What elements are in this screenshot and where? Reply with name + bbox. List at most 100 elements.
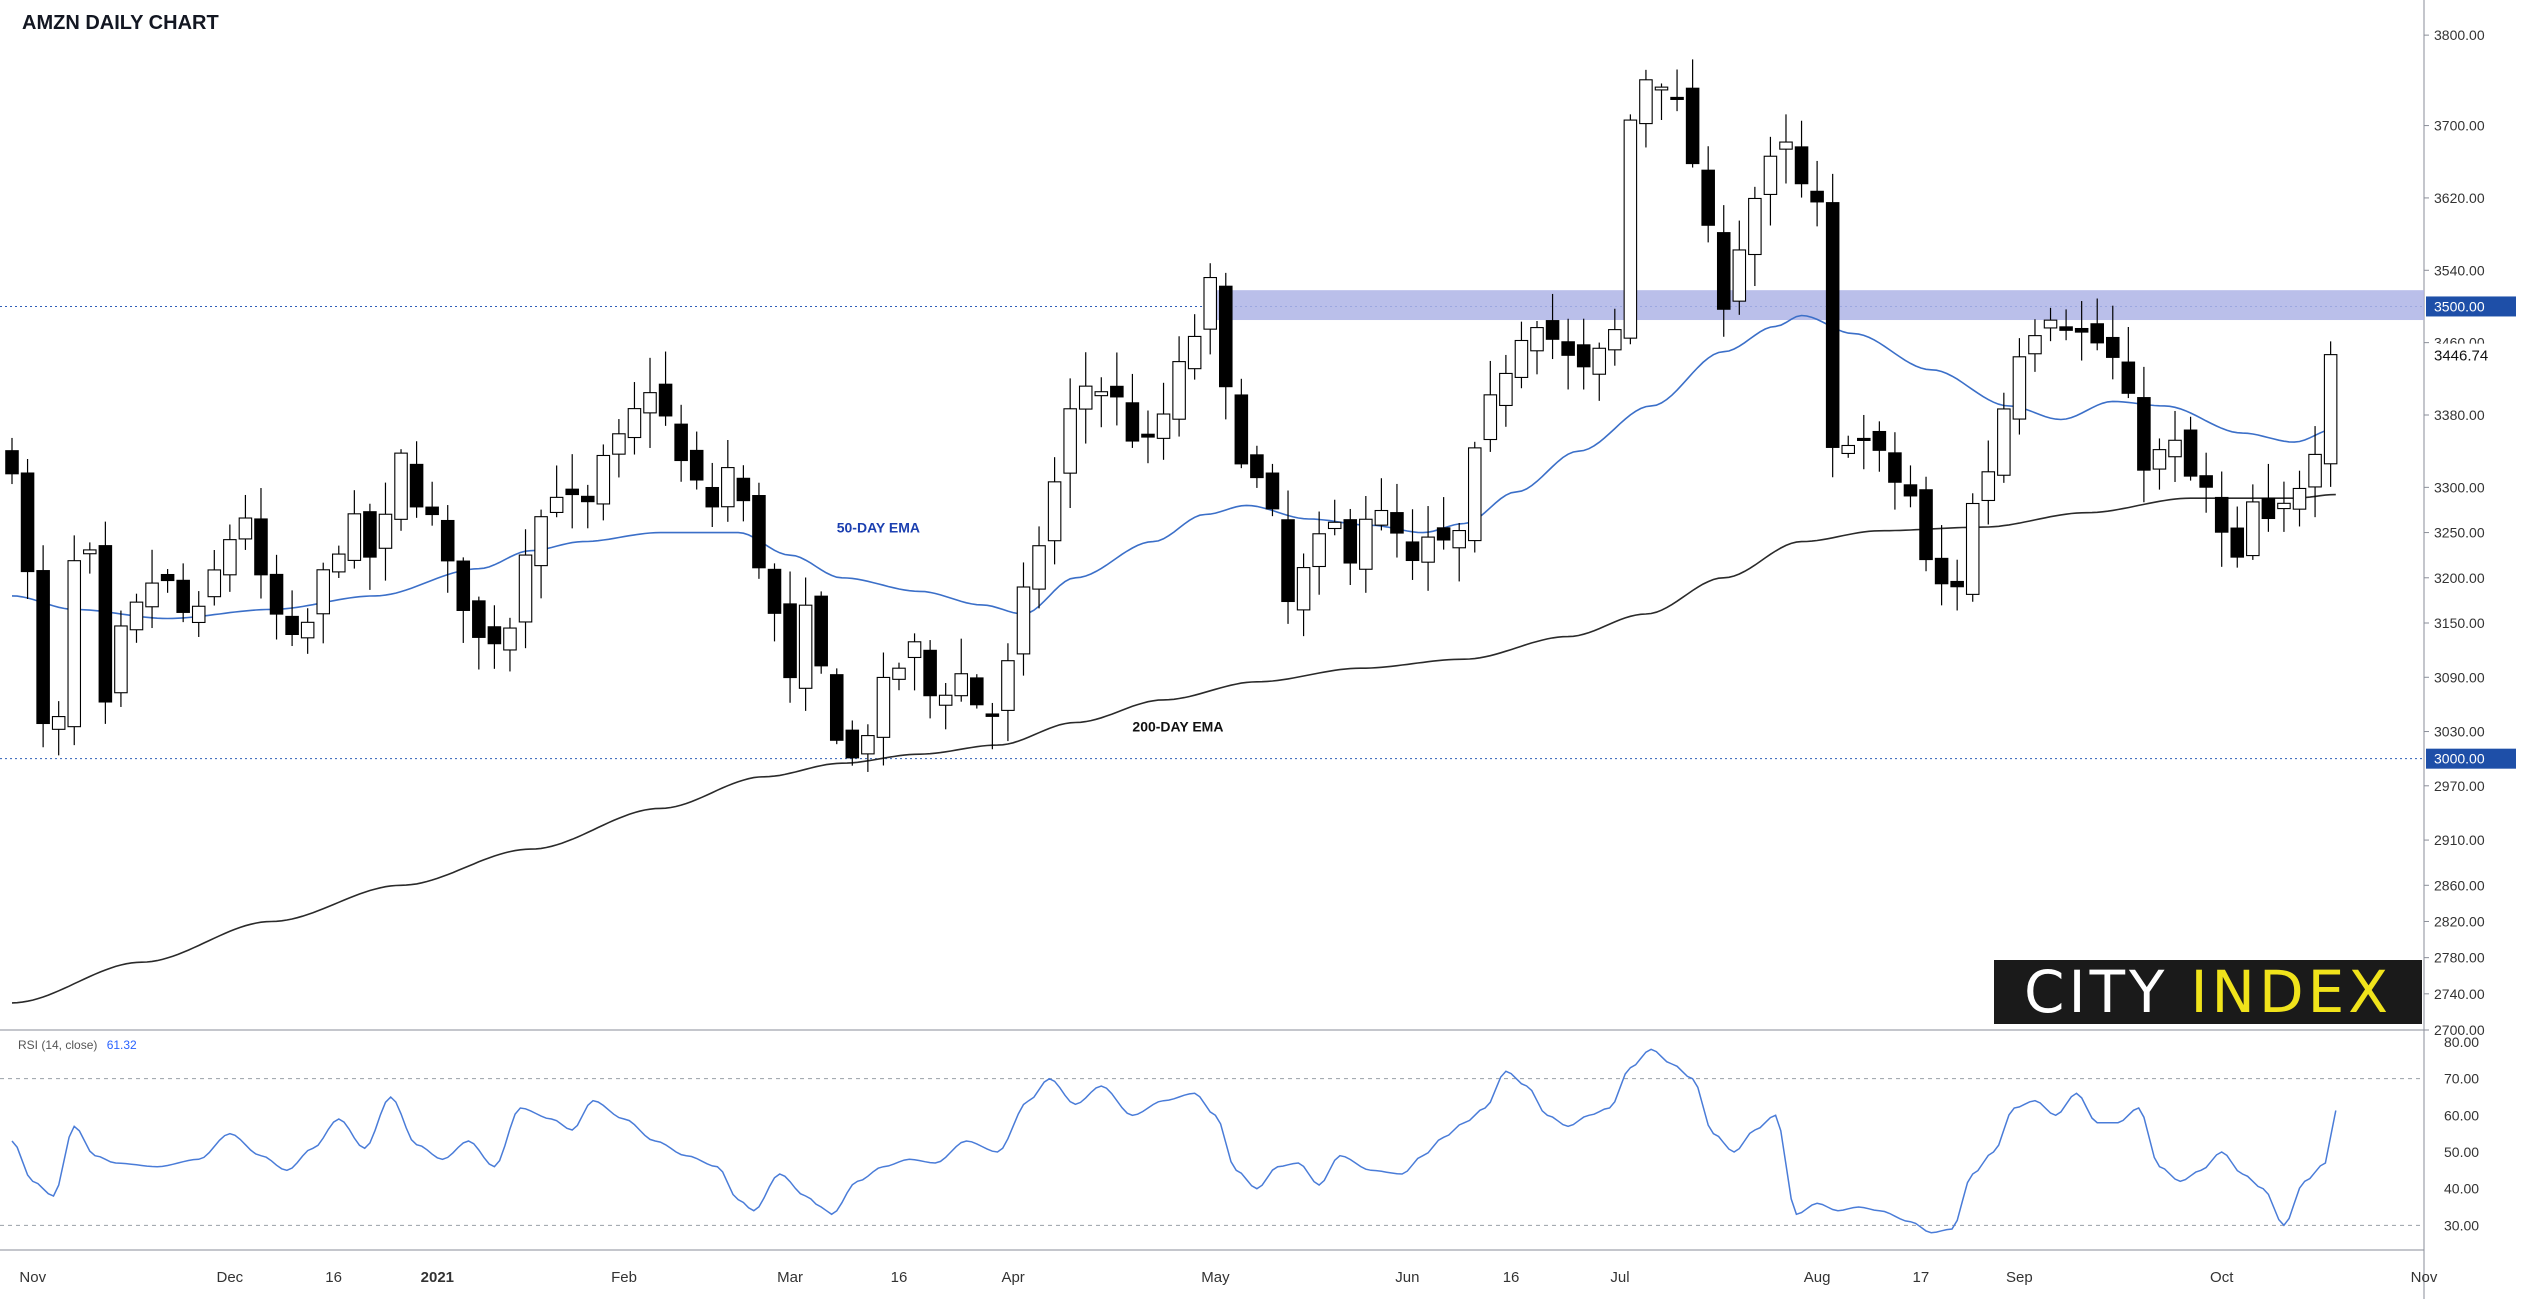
candle — [970, 674, 984, 709]
candle — [907, 633, 922, 691]
candle-body — [892, 667, 906, 680]
logo-word-city: CITY — [2023, 958, 2169, 1026]
candle-body — [2246, 501, 2260, 557]
candle — [5, 437, 19, 485]
candle-body — [1639, 79, 1653, 125]
candle-body — [845, 729, 860, 759]
time-tick-label: 2021 — [421, 1269, 454, 1286]
candle-body — [829, 674, 844, 741]
candle-body — [783, 603, 797, 679]
candle — [1374, 478, 1389, 531]
candle-body — [580, 495, 595, 503]
rsi-legend: RSI (14, close) 61.32 — [18, 1038, 137, 1052]
candle-body — [2261, 497, 2276, 520]
price-tick-label: 3540.00 — [2434, 262, 2485, 278]
candle-body — [1063, 408, 1077, 474]
candle — [938, 683, 953, 730]
candle — [549, 465, 564, 518]
candle — [2152, 438, 2167, 490]
candle-body — [1934, 557, 1949, 585]
candle — [1250, 445, 1264, 488]
candle — [689, 431, 704, 490]
candle-body — [1141, 433, 1155, 438]
candle — [1701, 146, 1715, 243]
candle-body — [1125, 402, 1140, 442]
candle-body — [207, 569, 222, 598]
candle-body — [332, 553, 346, 573]
candle — [1421, 506, 1435, 591]
time-tick-label: Sep — [2006, 1269, 2033, 1286]
candle — [456, 557, 471, 643]
time-tick-label: Feb — [611, 1269, 637, 1286]
candle — [2074, 301, 2089, 361]
candle-body — [1172, 361, 1186, 420]
candle-body — [2323, 354, 2338, 465]
candle-body — [767, 568, 782, 614]
candle — [440, 505, 455, 593]
candle — [829, 668, 844, 745]
candle — [472, 596, 486, 670]
time-tick-label: 16 — [1503, 1269, 1520, 1286]
candle-body — [269, 573, 284, 615]
candle — [1685, 59, 1700, 168]
level-badge-3000 — [2426, 748, 2516, 769]
candle — [814, 591, 828, 674]
candle — [1110, 352, 1124, 426]
candle-body — [1094, 391, 1109, 397]
price-tick-label: 2700.00 — [2434, 1022, 2485, 1038]
candle — [2183, 416, 2198, 481]
candle — [2214, 471, 2229, 567]
candle-body — [1514, 339, 1529, 378]
candle-body — [658, 383, 673, 417]
candle-body — [1001, 660, 1015, 711]
candle — [1343, 508, 1358, 586]
candle — [783, 571, 797, 703]
candle — [1732, 220, 1747, 315]
candle — [207, 550, 222, 606]
candle — [1965, 493, 1980, 602]
price-tick-label: 3250.00 — [2434, 525, 2485, 541]
candle-body — [1701, 169, 1715, 226]
candle-body — [798, 604, 813, 689]
candle — [1779, 114, 1793, 184]
candle-body — [191, 605, 206, 624]
candle-body — [1561, 341, 1575, 356]
candle — [1763, 136, 1778, 226]
candle-body — [1810, 190, 1824, 203]
candle — [223, 524, 237, 592]
candle — [409, 441, 424, 518]
candle — [767, 563, 782, 642]
candle — [721, 440, 735, 522]
candle — [363, 503, 377, 590]
candle — [2105, 305, 2120, 380]
candle-body — [907, 641, 922, 659]
candle-body — [1685, 87, 1700, 165]
candle-body — [254, 518, 268, 576]
candle — [1467, 441, 1482, 553]
candle-body — [2137, 397, 2151, 471]
time-tick-label: May — [1201, 1269, 1230, 1286]
candle — [1063, 378, 1077, 509]
candle — [2168, 410, 2182, 482]
candle — [1934, 525, 1949, 606]
candle — [627, 382, 642, 455]
candle-body — [612, 433, 626, 455]
candle — [1639, 69, 1653, 148]
candle — [1296, 553, 1311, 637]
candle-body — [643, 392, 657, 414]
candle — [1156, 382, 1171, 460]
candle-body — [1965, 502, 1980, 595]
candle — [1234, 378, 1249, 469]
candle — [1825, 173, 1840, 478]
candle-body — [223, 539, 237, 576]
candle-body — [1670, 96, 1684, 100]
candle-body — [534, 516, 548, 567]
candle-body — [2230, 527, 2245, 558]
candle-body — [1545, 320, 1560, 340]
price-tick-label: 2910.00 — [2434, 832, 2485, 848]
candle — [1810, 160, 1824, 227]
candle-body — [1499, 372, 1513, 407]
candle-body — [1592, 347, 1607, 375]
candle-body — [518, 554, 533, 623]
rsi-legend-label: RSI (14, close) — [18, 1038, 98, 1052]
